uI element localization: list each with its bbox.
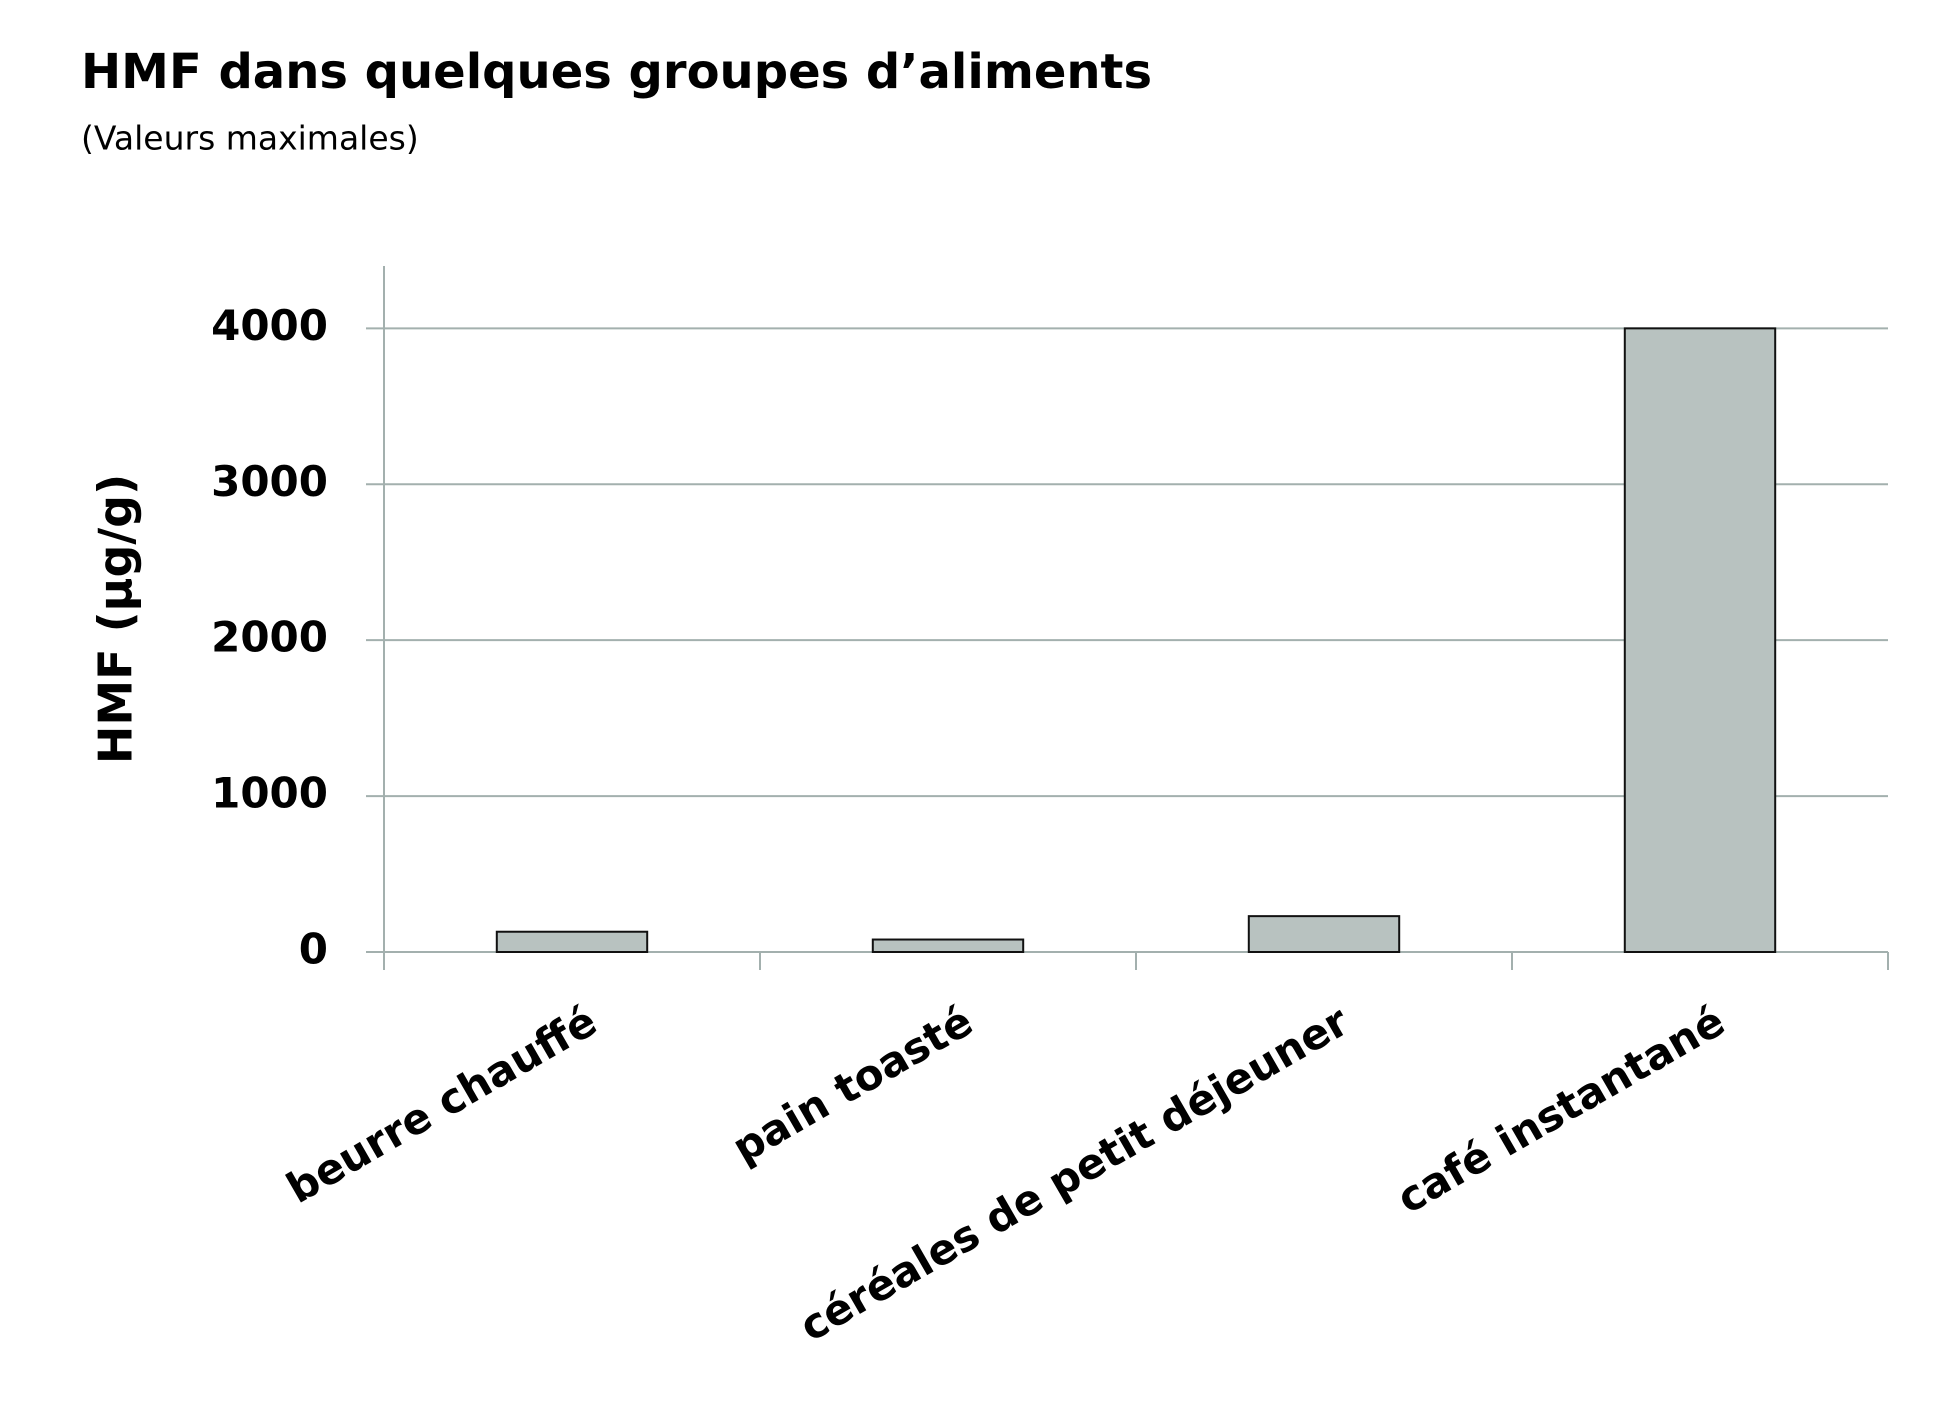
x-tick-label: café instantané — [1389, 996, 1733, 1223]
y-axis-label: HMF (µg/g) — [89, 474, 143, 764]
bar — [1247, 915, 1401, 954]
x-tick-label: beurre chauffé — [278, 996, 604, 1213]
y-tick-label: 2000 — [211, 613, 328, 662]
y-tick-label: 4000 — [211, 301, 328, 350]
x-tick-label: pain toasté — [724, 996, 981, 1173]
y-tick-label: 0 — [299, 925, 328, 974]
bar — [871, 938, 1025, 954]
y-tick-label: 3000 — [211, 457, 328, 506]
chart-subtitle: (Valeurs maximales) — [81, 119, 419, 158]
chart-title: HMF dans quelques groupes d’aliments — [81, 44, 1152, 100]
bar — [1623, 327, 1777, 953]
bar — [495, 930, 649, 953]
y-tick-label: 1000 — [211, 769, 328, 818]
